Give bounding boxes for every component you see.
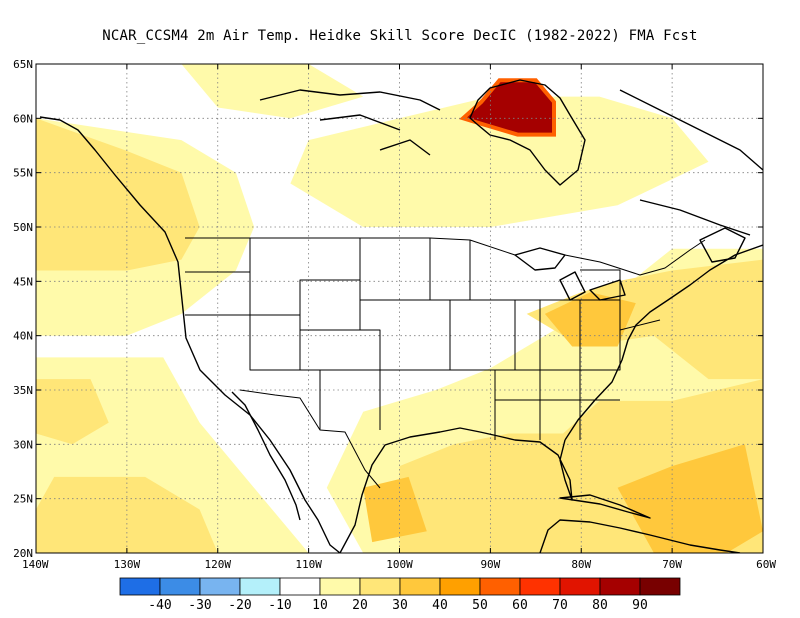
coastline-newfoundland [699, 227, 746, 263]
lon-tick-label: 100W [386, 558, 413, 571]
skill-region-8 [544, 292, 636, 347]
lat-tick-label: 20N [13, 547, 33, 560]
colorbar-swatch [199, 577, 241, 596]
coastline-hudson-bay [469, 79, 586, 186]
colorbar-label: 90 [632, 598, 648, 613]
colorbar-swatch [239, 577, 281, 596]
colorbar-swatch [119, 577, 161, 596]
lat-tick-label: 65N [13, 58, 33, 71]
coastline-west [39, 116, 341, 553]
lat-tick-label: 60N [13, 112, 33, 125]
lon-tick-label: 140W [22, 558, 49, 571]
colorbar-swatch [639, 577, 681, 596]
colorbar-label: 50 [472, 598, 488, 613]
state-lines [185, 238, 661, 440]
lon-tick-label: 110W [295, 558, 322, 571]
lon-tick-label: 80W [571, 558, 591, 571]
skill-region-1 [36, 118, 200, 271]
colorbar-label: -10 [268, 598, 291, 613]
colorbar-swatch [399, 577, 441, 596]
colorbar: -40 -30 -20 -10 10 20 30 40 50 60 70 80 90 [119, 577, 681, 613]
political-borders [185, 237, 706, 489]
colorbar-swatch [519, 577, 561, 596]
lat-tick-label: 45N [13, 275, 33, 288]
map-frame [35, 63, 764, 554]
lat-tick-label: 55N [13, 167, 33, 180]
colorbar-label: 30 [392, 598, 408, 613]
colorbar-label: 40 [432, 598, 448, 613]
colorbar-label: -40 [148, 598, 171, 613]
colorbar-label: -30 [188, 598, 211, 613]
skill-region-11 [290, 96, 709, 227]
colorbar-swatch [479, 577, 521, 596]
skill-region-3 [36, 379, 109, 445]
lon-tick-label: 120W [205, 558, 232, 571]
skill-region-12 [181, 64, 364, 119]
lon-tick-label: 90W [480, 558, 500, 571]
coastline-yucatan [539, 519, 741, 553]
lat-tick-label: 40N [13, 330, 33, 343]
skill-region-6 [526, 259, 763, 380]
great-lakes [514, 247, 626, 301]
lon-tick-label: 70W [662, 558, 682, 571]
colorbar-label: 70 [552, 598, 568, 613]
colorbar-swatch [559, 577, 601, 596]
map-title: NCAR_CCSM4 2m Air Temp. Heidke Skill Sco… [102, 28, 698, 44]
colorbar-label: 20 [352, 598, 368, 613]
coastline-arctic [259, 89, 763, 236]
colorbar-swatch [319, 577, 361, 596]
colorbar-swatch [359, 577, 401, 596]
colorbar-label: 80 [592, 598, 608, 613]
colorbar-label: -20 [228, 598, 251, 613]
colorbar-swatch [159, 577, 201, 596]
colorbar-label: 60 [512, 598, 528, 613]
colorbar-swatch [439, 577, 481, 596]
lat-tick-label: 30N [13, 438, 33, 451]
lat-tick-label: 50N [13, 221, 33, 234]
lat-lon-grid [36, 64, 763, 553]
skill-region-9 [617, 444, 763, 553]
lat-tick-label: 25N [13, 493, 33, 506]
skill-region-10 [363, 476, 427, 543]
coastline-cuba [559, 494, 651, 519]
lon-tick-label: 60W [756, 558, 776, 571]
lon-tick-label: 130W [114, 558, 141, 571]
lat-tick-label: 35N [13, 384, 33, 397]
colorbar-label: 10 [312, 598, 328, 613]
colorbar-swatch [599, 577, 641, 596]
coastlines-and-borders [39, 79, 763, 553]
coastline-baja [231, 391, 301, 521]
colorbar-swatch [279, 577, 321, 596]
